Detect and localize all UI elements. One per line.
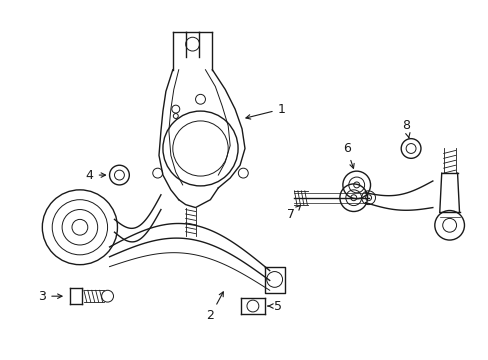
Text: 5: 5: [267, 300, 281, 312]
Text: 8: 8: [401, 120, 409, 138]
Text: 7: 7: [287, 206, 300, 221]
Text: 6: 6: [342, 142, 353, 168]
Text: 4: 4: [86, 168, 105, 181]
Text: 3: 3: [38, 290, 62, 303]
Text: 1: 1: [245, 103, 285, 119]
Text: 2: 2: [206, 292, 223, 322]
